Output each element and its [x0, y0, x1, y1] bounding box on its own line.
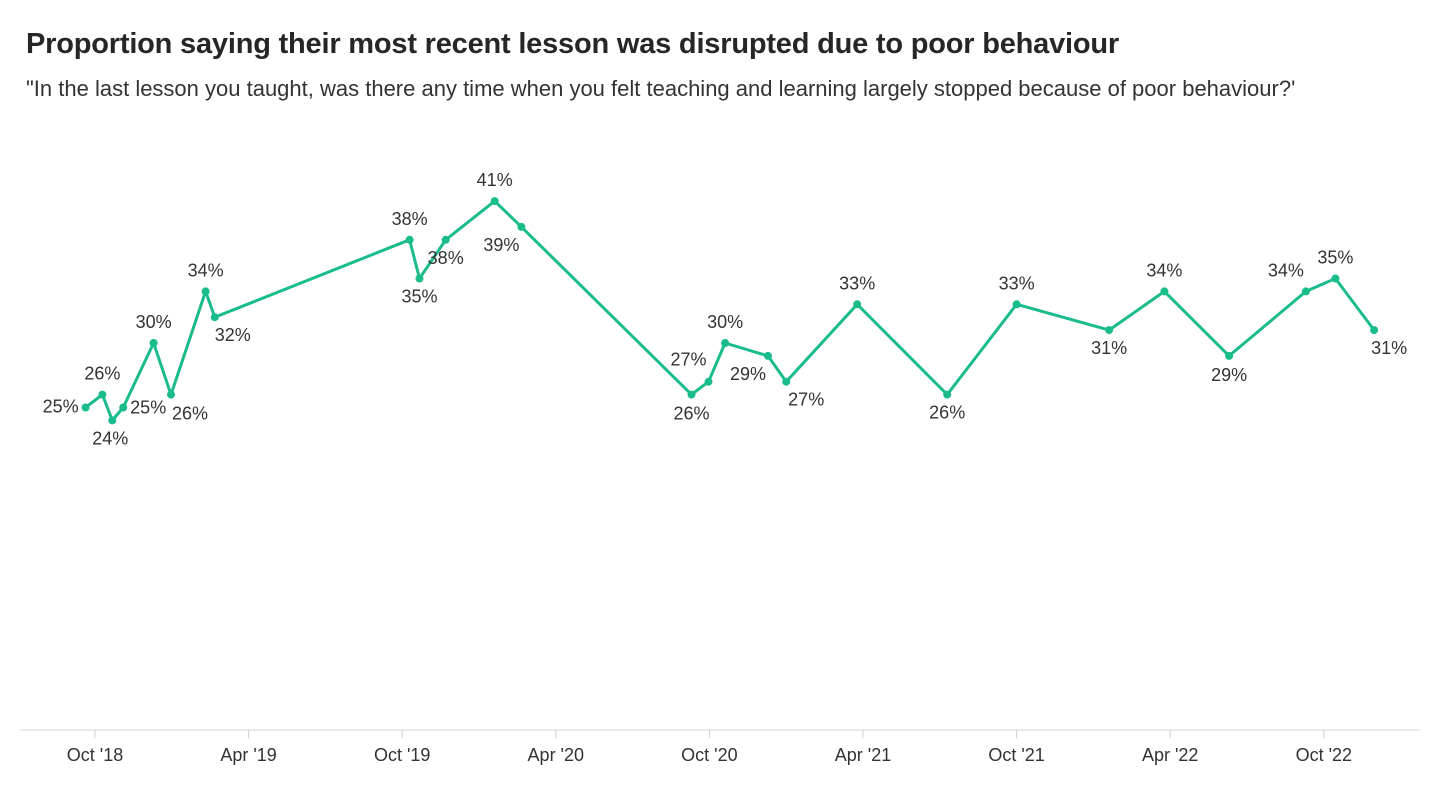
data-label: 32% [215, 325, 251, 345]
data-point[interactable] [98, 390, 107, 399]
data-point[interactable] [201, 287, 210, 296]
x-tick-label: Oct '22 [1296, 745, 1352, 765]
data-label: 26% [172, 404, 208, 424]
data-point[interactable] [782, 377, 791, 386]
x-tick-label: Oct '21 [988, 745, 1044, 765]
x-tick-label: Apr '20 [528, 745, 584, 765]
data-point[interactable] [108, 416, 117, 425]
data-point[interactable] [721, 339, 730, 347]
x-tick-label: Apr '21 [835, 745, 891, 765]
data-label: 30% [136, 312, 172, 332]
data-point[interactable] [1225, 351, 1234, 360]
data-point[interactable] [415, 274, 424, 283]
data-label: 34% [1268, 260, 1304, 280]
data-label: 39% [483, 235, 519, 255]
data-point[interactable] [853, 300, 862, 309]
x-axis-ticks: Oct '18 Apr '19 Oct '19 Apr '20 Oct '20 Apr '… [67, 730, 1352, 765]
chart-subtitle: "In the last lesson you taught, was ther… [26, 76, 1296, 101]
data-point[interactable] [210, 313, 219, 322]
data-point[interactable] [1012, 300, 1021, 309]
data-point[interactable] [687, 390, 696, 399]
data-point[interactable] [167, 390, 175, 399]
data-point[interactable] [1331, 274, 1340, 283]
data-point[interactable] [119, 403, 128, 412]
data-point[interactable] [1160, 287, 1169, 296]
series-line [84, 199, 1376, 422]
data-label: 26% [84, 364, 120, 384]
data-point[interactable] [943, 390, 952, 399]
x-tick-label: Apr '19 [220, 745, 276, 765]
x-tick-label: Oct '18 [67, 745, 123, 765]
data-label: 29% [1211, 365, 1247, 385]
data-label: 29% [730, 364, 766, 384]
data-label: 41% [477, 170, 513, 190]
data-label: 25% [130, 398, 166, 418]
data-label: 34% [188, 260, 224, 280]
data-label: 30% [707, 312, 743, 332]
data-label: 33% [999, 273, 1035, 293]
data-point[interactable] [1370, 326, 1379, 335]
data-point[interactable] [81, 403, 90, 412]
data-point[interactable] [764, 351, 772, 360]
data-point[interactable] [1105, 326, 1114, 335]
x-tick-label: Oct '19 [374, 745, 430, 765]
data-point[interactable] [405, 235, 414, 244]
data-label: 35% [401, 287, 437, 307]
data-label: 27% [788, 390, 824, 410]
data-label: 31% [1371, 338, 1407, 358]
data-label: 26% [673, 404, 709, 424]
data-point[interactable] [490, 197, 499, 206]
x-tick-label: Oct '20 [681, 745, 737, 765]
data-label: 33% [839, 273, 875, 293]
data-label: 35% [1317, 248, 1353, 268]
data-label: 34% [1146, 260, 1182, 280]
data-label: 31% [1091, 338, 1127, 358]
data-label: 25% [43, 397, 79, 417]
data-label: 38% [392, 209, 428, 229]
data-label: 26% [929, 403, 965, 423]
data-label: 27% [670, 350, 706, 370]
data-label: 24% [92, 428, 128, 448]
plot-area: 25%26%24%25%30%26%34%32%38%35%38%41%39%2… [43, 170, 1408, 448]
data-point[interactable] [517, 222, 526, 231]
data-point[interactable] [149, 339, 158, 347]
chart-title: Proportion saying their most recent less… [26, 28, 1120, 60]
x-tick-label: Apr '22 [1142, 745, 1198, 765]
data-point[interactable] [704, 377, 713, 386]
data-point[interactable] [1301, 287, 1310, 296]
data-label: 38% [428, 248, 464, 268]
data-point[interactable] [441, 235, 450, 244]
